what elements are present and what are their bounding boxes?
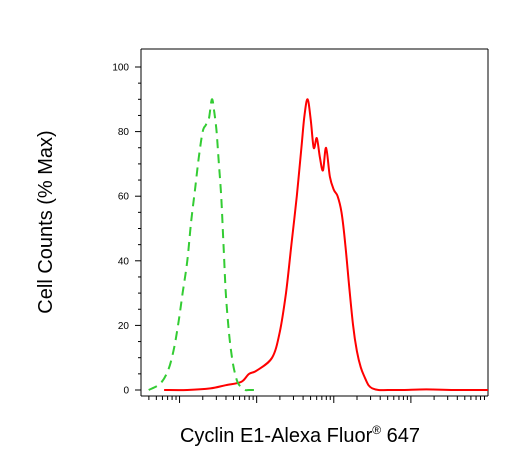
y-axis-ticks: 0 20 40 60 80 100 [112,63,141,397]
series-layer [148,98,489,392]
y-tick-label: 0 [123,386,129,397]
x-axis-label-suffix: 647 [381,425,420,447]
x-axis-label-main: Cyclin E1-Alexa Fluor [180,425,373,447]
y-tick-label: 40 [118,256,130,267]
x-axis-label: Cyclin E1-Alexa Fluor® 647 [180,423,420,447]
x-axis-label-superscript: ® [372,423,381,437]
x-axis-ticks [148,396,485,403]
y-axis-label: Cell Counts (% Max) [35,130,57,313]
y-tick-label: 100 [112,63,129,74]
y-tick-label: 20 [118,321,130,332]
plot-frame [140,48,489,397]
series-line-red [164,98,489,392]
series-line-green-dashed [148,98,257,392]
y-tick-label: 60 [118,192,130,203]
y-tick-label: 80 [118,127,130,138]
